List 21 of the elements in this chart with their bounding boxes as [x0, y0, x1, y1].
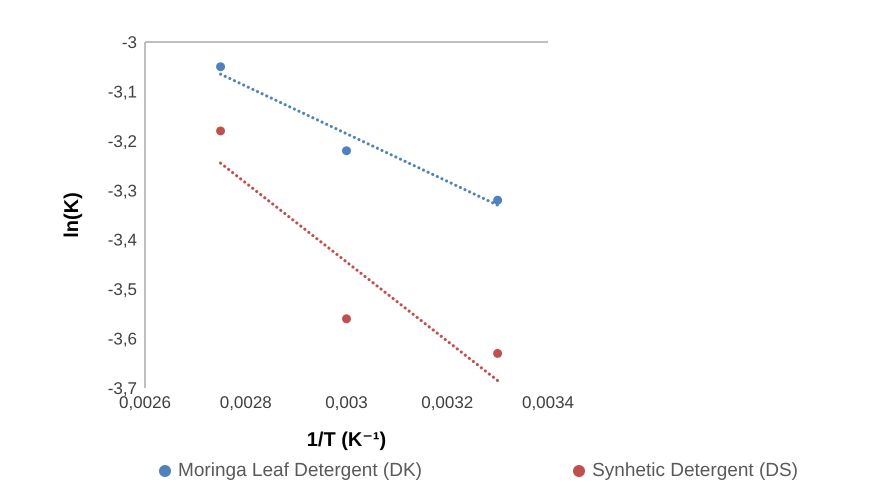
- legend-label: Moringa Leaf Detergent (DK): [177, 460, 422, 482]
- y-tick-label: -3,4: [108, 230, 137, 250]
- y-tick-label: -3: [122, 33, 137, 52]
- x-tick-label: 0,0032: [421, 393, 474, 412]
- y-tick-label: -3,3: [108, 181, 137, 200]
- point: [342, 146, 352, 156]
- x-tick-label: 0,0028: [220, 393, 272, 412]
- y-tick-label: -3,2: [108, 132, 137, 151]
- point: [342, 314, 352, 324]
- x-tick-label: 0,003: [325, 393, 368, 412]
- point: [493, 196, 502, 205]
- point: [493, 348, 502, 358]
- y-tick-label: -3,1: [108, 82, 137, 102]
- point: [216, 62, 226, 72]
- y-tick-label: -3,5: [108, 280, 137, 300]
- y-axis-title: ln(K): [61, 192, 84, 238]
- legend-label: Synhetic Detergent (DS): [591, 460, 798, 482]
- x-axis-title: 1/T (K⁻¹): [306, 429, 386, 452]
- y-tick-label: -3,6: [108, 330, 137, 349]
- point: [216, 126, 226, 136]
- x-tick-label: 0,0034: [522, 393, 574, 412]
